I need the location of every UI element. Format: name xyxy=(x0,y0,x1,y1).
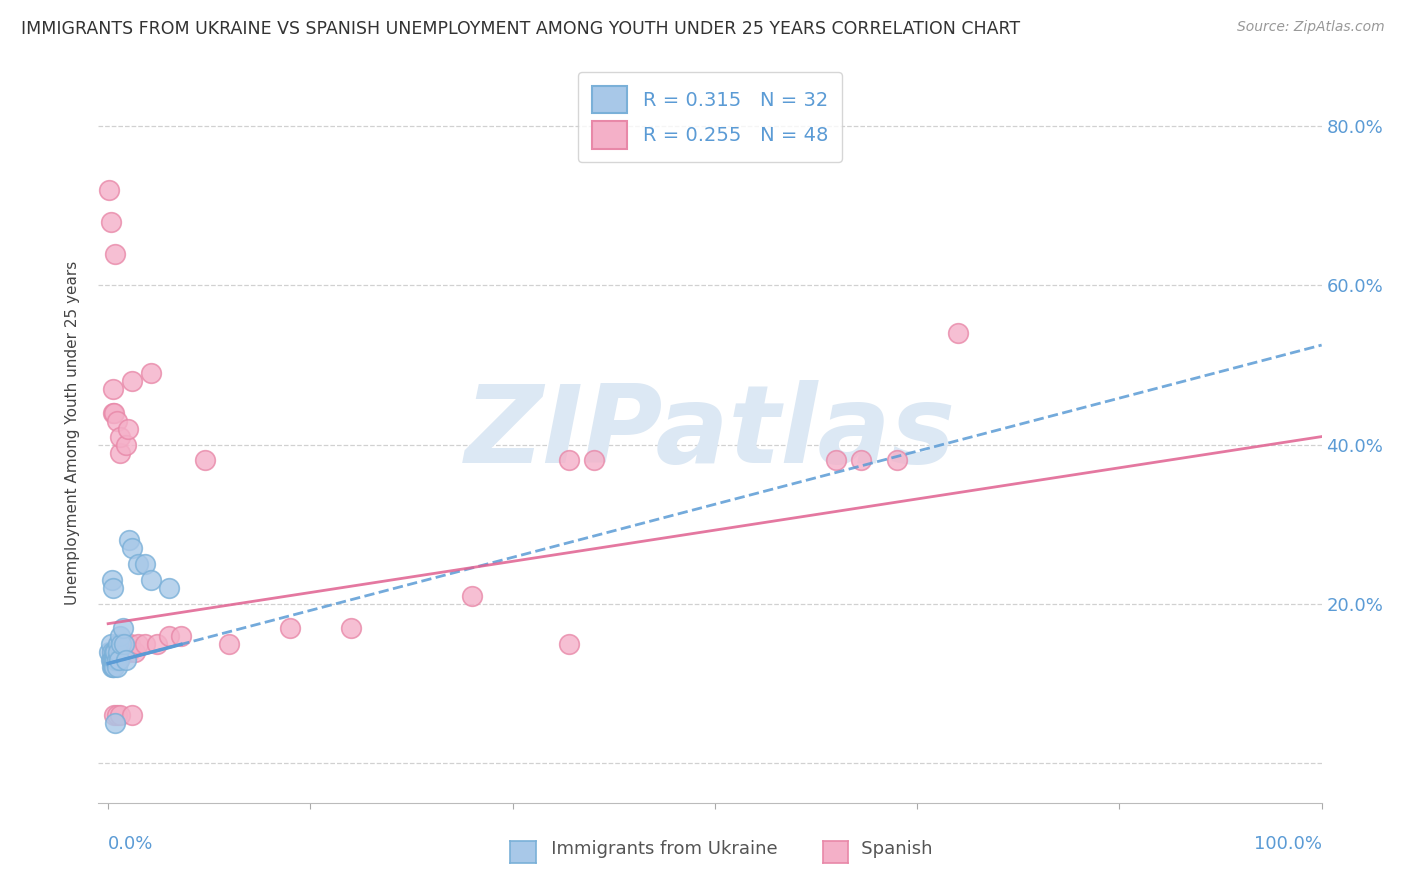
Point xyxy=(104,716,127,731)
Point xyxy=(104,644,127,658)
Point xyxy=(112,637,135,651)
Point xyxy=(194,453,217,467)
Point xyxy=(558,453,581,467)
Point xyxy=(461,589,484,603)
Point xyxy=(100,644,122,658)
Point xyxy=(170,629,193,643)
Point xyxy=(100,214,122,228)
Point xyxy=(100,637,122,651)
Text: ZIPatlas: ZIPatlas xyxy=(464,380,956,485)
Point xyxy=(558,637,581,651)
Point xyxy=(100,660,122,674)
Point xyxy=(104,652,127,666)
Point xyxy=(101,406,124,420)
Point xyxy=(104,246,127,260)
Point xyxy=(108,652,131,666)
Point xyxy=(107,637,129,651)
Text: Spanish: Spanish xyxy=(844,840,932,858)
Point xyxy=(118,637,141,651)
Point xyxy=(127,637,149,651)
Point xyxy=(110,429,132,443)
Point xyxy=(104,644,127,658)
Point xyxy=(115,437,138,451)
Point xyxy=(157,629,180,643)
Point xyxy=(118,533,141,547)
Point xyxy=(117,422,139,436)
Point xyxy=(100,573,122,587)
Point xyxy=(121,374,143,388)
Point xyxy=(115,652,138,666)
Point xyxy=(582,453,605,467)
Point xyxy=(139,573,162,587)
Point xyxy=(100,652,122,666)
Point xyxy=(103,660,125,674)
Point xyxy=(218,637,240,651)
Point xyxy=(100,652,122,666)
Point xyxy=(946,326,969,340)
Point xyxy=(101,382,124,396)
Text: 100.0%: 100.0% xyxy=(1254,835,1322,853)
Point xyxy=(124,644,146,658)
Point xyxy=(886,453,908,467)
Point xyxy=(157,581,180,595)
Point xyxy=(98,644,121,658)
Text: 0.0%: 0.0% xyxy=(108,835,153,853)
Point xyxy=(134,557,156,571)
Point xyxy=(145,637,167,651)
Point xyxy=(98,183,121,197)
Point xyxy=(103,652,125,666)
Point xyxy=(107,644,129,658)
Point xyxy=(121,541,143,555)
Text: IMMIGRANTS FROM UKRAINE VS SPANISH UNEMPLOYMENT AMONG YOUTH UNDER 25 YEARS CORRE: IMMIGRANTS FROM UKRAINE VS SPANISH UNEMP… xyxy=(21,20,1021,37)
Point xyxy=(103,644,125,658)
Point xyxy=(278,621,301,635)
Point xyxy=(110,708,132,723)
Point xyxy=(100,652,122,666)
Point xyxy=(105,652,128,666)
Point xyxy=(103,406,125,420)
Point xyxy=(139,366,162,380)
Point xyxy=(108,652,131,666)
Point xyxy=(105,708,128,723)
Point xyxy=(103,652,125,666)
Point xyxy=(101,660,124,674)
Point xyxy=(111,644,134,658)
Point xyxy=(103,708,125,723)
Point xyxy=(100,644,122,658)
Text: Immigrants from Ukraine: Immigrants from Ukraine xyxy=(534,840,778,858)
Point xyxy=(849,453,872,467)
Point xyxy=(340,621,363,635)
Point xyxy=(105,660,128,674)
Point xyxy=(105,644,128,658)
Point xyxy=(118,644,141,658)
Point xyxy=(110,637,132,651)
Point xyxy=(110,644,132,658)
Point xyxy=(127,557,149,571)
Point xyxy=(105,414,128,428)
Text: Source: ZipAtlas.com: Source: ZipAtlas.com xyxy=(1237,20,1385,34)
Point xyxy=(101,652,124,666)
Point xyxy=(111,621,134,635)
Point xyxy=(110,629,132,643)
Legend: R = 0.315   N = 32, R = 0.255   N = 48: R = 0.315 N = 32, R = 0.255 N = 48 xyxy=(578,72,842,162)
Point xyxy=(101,581,124,595)
Point xyxy=(114,644,136,658)
Point xyxy=(107,637,129,651)
Point xyxy=(134,637,156,651)
Point xyxy=(121,708,143,723)
Point xyxy=(825,453,848,467)
Point xyxy=(110,445,132,459)
Y-axis label: Unemployment Among Youth under 25 years: Unemployment Among Youth under 25 years xyxy=(65,260,80,605)
Point xyxy=(112,637,135,651)
